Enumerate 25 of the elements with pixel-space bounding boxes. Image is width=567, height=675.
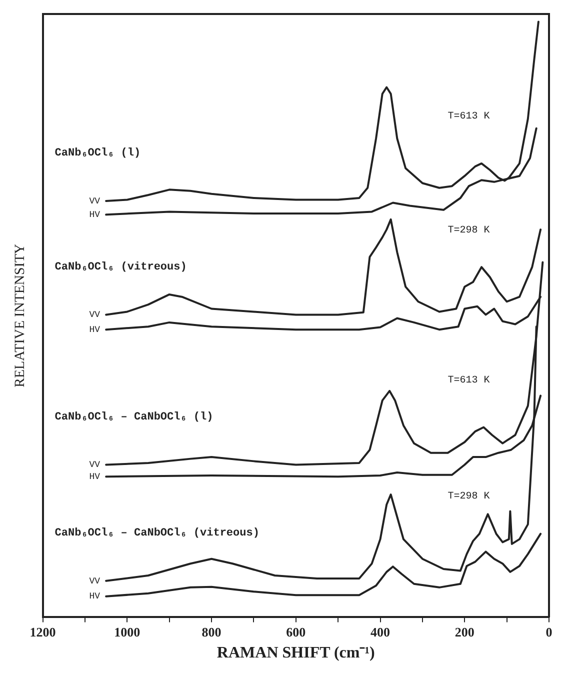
series-label: HV bbox=[89, 472, 101, 482]
x-tick-label: 600 bbox=[286, 624, 306, 640]
annotation: CaNb₆OCl₆ – CaNbOCl₆ (vitreous) bbox=[54, 528, 260, 540]
y-axis-title: RELATIVE INTENSITY bbox=[13, 244, 28, 388]
series-label: VV bbox=[89, 310, 101, 320]
series-label: VV bbox=[89, 576, 101, 586]
x-tick-label: 200 bbox=[454, 624, 474, 640]
annotation: T=298 K bbox=[448, 492, 490, 503]
series-label: VV bbox=[89, 196, 101, 206]
series-label: VV bbox=[89, 460, 101, 470]
x-tick-label: 1000 bbox=[114, 624, 140, 640]
series-label: HV bbox=[89, 210, 101, 220]
x-tick-label: 1200 bbox=[30, 624, 56, 640]
x-tick-label: 800 bbox=[202, 624, 222, 640]
annotation: CaNb₆OCl₆ – CaNbOCl₆ (l) bbox=[54, 412, 214, 424]
annotation: T=613 K bbox=[448, 375, 490, 386]
x-tick-label: 400 bbox=[370, 624, 390, 640]
annotation: CaNb₆OCl₆ (l) bbox=[54, 148, 141, 160]
series-label: HV bbox=[89, 324, 101, 335]
series-label: HV bbox=[89, 592, 101, 602]
x-axis-title: RAMAN SHIFT (cm⁻¹) bbox=[216, 644, 375, 662]
annotation: CaNb₆OCl₆ (vitreous) bbox=[54, 261, 187, 274]
annotation: T=298 K bbox=[448, 225, 490, 236]
x-tick-label: 0 bbox=[546, 624, 552, 640]
annotation: T=613 K bbox=[448, 112, 490, 123]
